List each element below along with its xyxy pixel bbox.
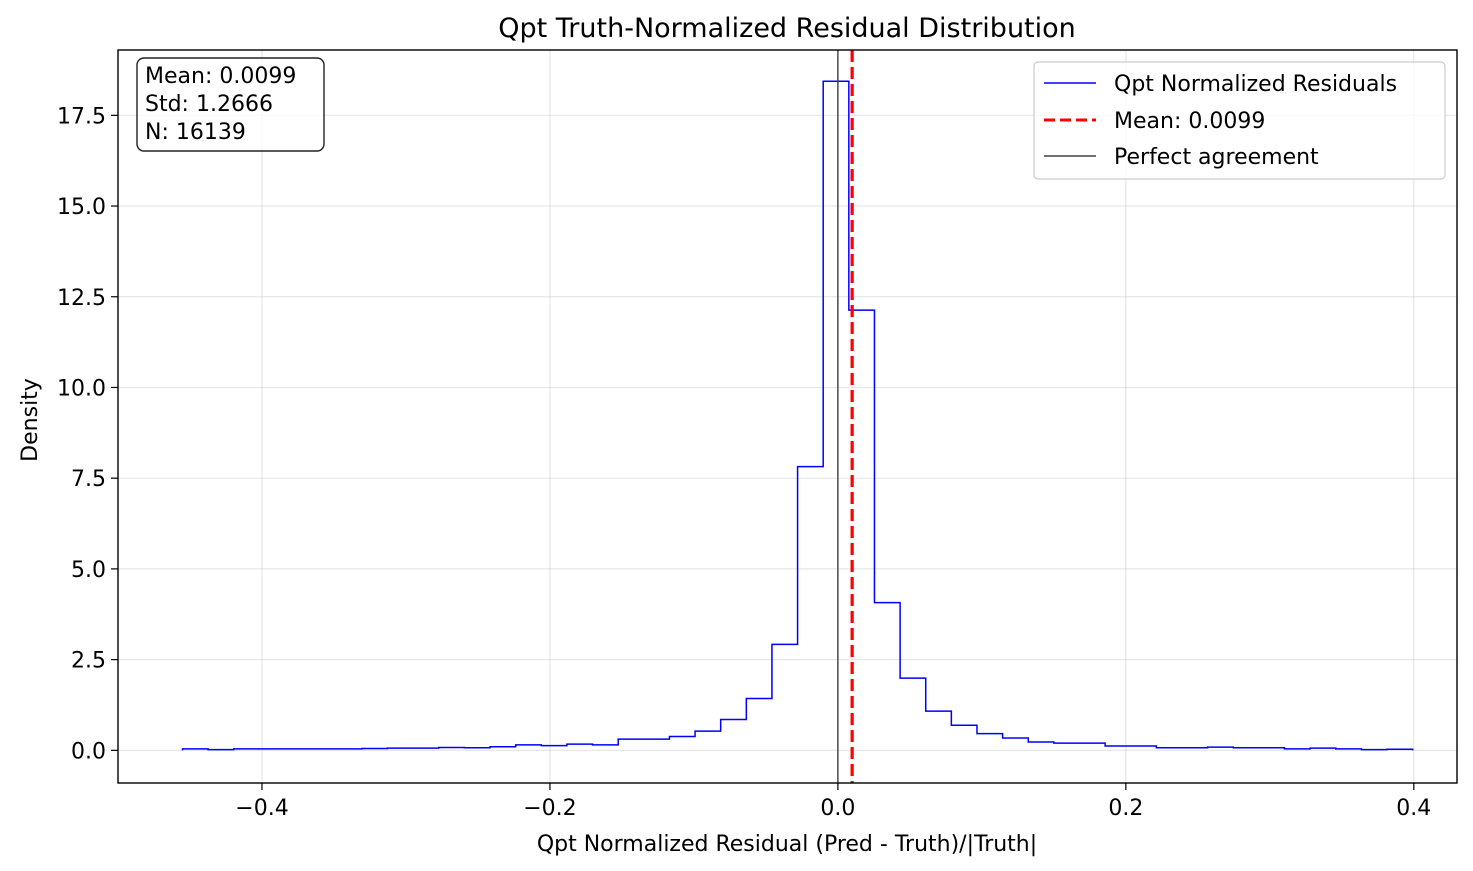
histogram-bin: [669, 737, 695, 751]
legend-label-residuals: Qpt Normalized Residuals: [1114, 72, 1397, 97]
y-tick-label: 12.5: [57, 286, 106, 311]
y-tick-label: 5.0: [71, 558, 106, 583]
histogram-bin: [516, 745, 542, 750]
legend-frame: [1033, 61, 1446, 180]
legend-label-mean: Mean: 0.0099: [1114, 109, 1265, 134]
chart-title: Qpt Truth-Normalized Residual Distributi…: [498, 13, 1076, 44]
stats-mean: Mean: 0.0099: [145, 64, 296, 89]
plot-frame: [117, 49, 1458, 784]
histogram-bin: [593, 745, 619, 750]
x-tick-label: 0.4: [1396, 796, 1431, 821]
stats-box: Mean: 0.0099 Std: 1.2666 N: 16139: [136, 57, 325, 152]
histogram-outline: [181, 80, 1414, 751]
stats-n: N: 16139: [145, 120, 246, 145]
reference-lines: [837, 50, 854, 783]
histogram-series: [181, 80, 1414, 751]
y-tick-label: 10.0: [57, 376, 106, 401]
stats-std: Std: 1.2666: [145, 92, 273, 117]
histogram-bin: [746, 698, 772, 750]
histogram-bin: [900, 678, 926, 750]
x-tick-label: −0.2: [523, 796, 576, 821]
y-tick-label: 0.0: [71, 739, 106, 764]
histogram-bin: [567, 744, 593, 750]
legend-label-perfect: Perfect agreement: [1114, 145, 1319, 170]
histogram-bin: [926, 711, 952, 750]
y-tick-label: 17.5: [57, 104, 106, 129]
histogram-bin: [772, 644, 798, 750]
histogram-bin: [721, 719, 747, 750]
histogram-bin: [1028, 742, 1054, 750]
x-tick-label: 0.0: [820, 796, 855, 821]
x-tick-label: 0.2: [1108, 796, 1143, 821]
histogram-bin: [695, 731, 721, 750]
histogram-bin: [1003, 738, 1029, 750]
x-axis-label: Qpt Normalized Residual (Pred - Truth)/|…: [537, 832, 1037, 857]
y-axis: 0.0 2.5 5.0 7.5 10.0 12.5 15.0 17.5: [57, 104, 118, 764]
histogram-bin: [618, 739, 644, 750]
y-tick-label: 15.0: [57, 195, 106, 220]
histogram-bin: [1054, 743, 1080, 750]
histogram-bin: [823, 81, 849, 750]
histogram-bin: [644, 739, 670, 750]
histogram-bin: [1079, 743, 1105, 750]
y-axis-label: Density: [18, 378, 43, 462]
histogram-bin: [951, 725, 977, 750]
x-tick-label: −0.4: [235, 796, 288, 821]
y-tick-label: 7.5: [71, 467, 106, 492]
histogram-bin: [798, 467, 824, 751]
histogram-bin: [977, 734, 1003, 751]
x-axis: −0.4 −0.2 0.0 0.2 0.4: [235, 783, 1431, 821]
legend: Qpt Normalized Residuals Mean: 0.0099 Pe…: [1033, 61, 1446, 180]
histogram-bin: [874, 603, 900, 751]
y-tick-label: 2.5: [71, 649, 106, 674]
stats-box-frame: [136, 57, 325, 152]
